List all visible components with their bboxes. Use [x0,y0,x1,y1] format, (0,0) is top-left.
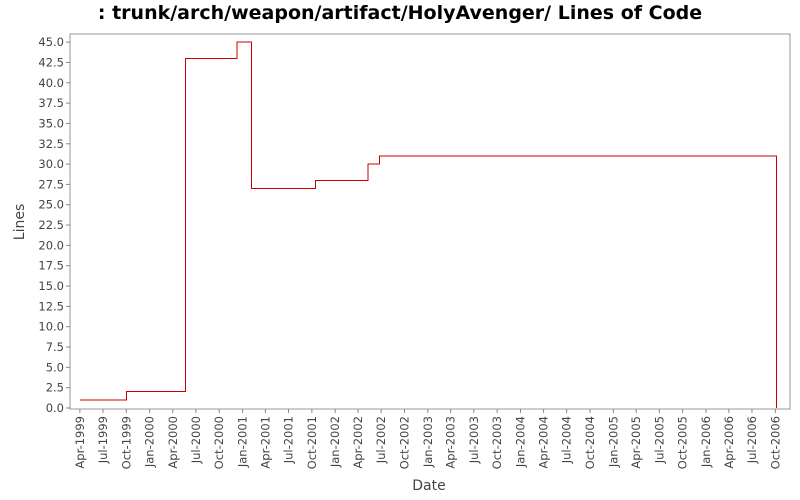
x-tick-label: Oct-2000 [212,416,226,469]
chart-title: : trunk/arch/weapon/artifact/HolyAvenger… [97,2,703,24]
x-tick-label: Jan-2006 [699,416,713,468]
x-tick-label: Jul-2000 [189,416,203,464]
x-axis-title: Date [412,478,445,494]
x-tick-label: Jan-2001 [236,416,250,468]
y-tick-label: 42.5 [38,55,64,69]
y-tick-label: 0.0 [46,401,64,415]
y-tick-label: 27.5 [38,177,64,191]
x-tick-label: Jan-2002 [328,416,342,468]
x-tick-label: Oct-1999 [119,416,133,469]
x-tick-label: Apr-2001 [258,416,272,469]
x-tick-label: Oct-2003 [490,416,504,469]
x-tick-label: Apr-2000 [166,416,180,469]
x-tick-label: Oct-2002 [397,416,411,469]
x-axis-ticks: Apr-1999 Jul-1999 Oct-1999 Jan-2000 Apr-2000… [73,409,782,469]
y-tick-label: 17.5 [38,259,64,273]
y-tick-label: 7.5 [46,340,64,354]
series-line-0 [79,41,777,408]
x-tick-label: Apr-2005 [629,416,643,469]
y-tick-label: 40.0 [38,76,64,90]
plot-area [69,33,791,410]
x-tick-label: Jan-2000 [143,416,157,468]
x-tick-label: Jan-2005 [606,416,620,468]
y-tick-label: 10.0 [38,320,64,334]
x-tick-label: Apr-2004 [537,416,551,469]
y-tick-label: 22.5 [38,218,64,232]
x-tick-label: Jul-2001 [282,416,296,464]
x-tick-label: Jul-2004 [560,416,574,464]
x-tick-label: Oct-2004 [583,416,597,469]
y-tick-label: 30.0 [38,157,64,171]
y-axis-title: Lines [12,204,28,240]
y-tick-label: 32.5 [38,137,64,151]
y-tick-label: 5.0 [46,360,64,374]
x-tick-label: Jul-2006 [745,416,759,464]
x-tick-label: Apr-2003 [444,416,458,469]
x-tick-label: Apr-2002 [351,416,365,469]
y-axis-ticks: 0.0 2.5 5.0 7.5 10.0 12.5 15.0 17.5 20.0 22.5 25.0… [38,35,70,415]
y-tick-label: 25.0 [38,198,64,212]
y-tick-label: 35.0 [38,116,64,130]
y-tick-label: 15.0 [38,279,64,293]
x-tick-label: Oct-2006 [768,416,782,469]
x-tick-label: Jul-2002 [374,416,388,464]
x-tick-label: Jan-2004 [513,416,527,468]
x-tick-label: Jan-2003 [421,416,435,468]
y-tick-label: 45.0 [38,35,64,49]
x-tick-label: Jul-1999 [96,416,110,464]
y-tick-label: 12.5 [38,299,64,313]
y-tick-label: 20.0 [38,238,64,252]
x-tick-label: Apr-2006 [722,416,736,469]
series-layer [79,41,777,408]
x-tick-label: Oct-2005 [676,416,690,469]
y-tick-label: 2.5 [46,381,64,395]
x-tick-label: Oct-2001 [305,416,319,469]
x-tick-label: Jul-2003 [467,416,481,464]
x-tick-label: Apr-1999 [73,416,87,469]
x-tick-label: Jul-2005 [652,416,666,464]
y-tick-label: 37.5 [38,96,64,110]
